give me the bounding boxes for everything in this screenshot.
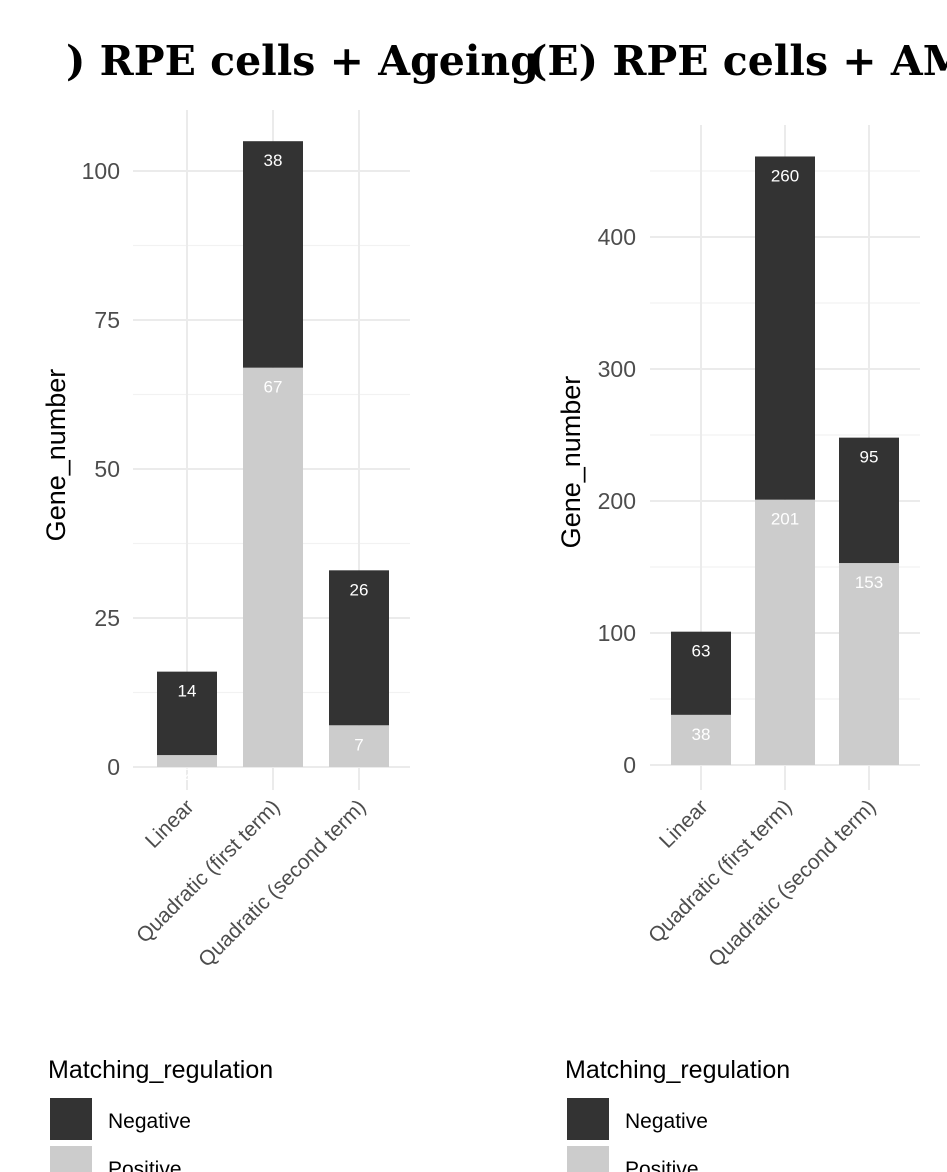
data-label: 14 [178,682,197,701]
bar-negative-2 [755,156,815,500]
x-tick-label: Quadratic (first term) [132,795,284,947]
data-label: 260 [771,166,799,185]
x-tick-label: Linear [141,795,199,853]
bar-positive-3 [329,725,389,767]
chart-panel-2: (E) RPE cells + AMD 0 100 200 300 400 Gene_num… [528,37,947,1172]
data-label: 153 [855,573,883,592]
legend-title: Matching_regulation [48,1056,273,1084]
legend-label: Negative [108,1110,191,1133]
bar-negative-3 [839,437,899,564]
data-label: 67 [264,378,283,397]
x-tick-label: Quadratic (first term) [644,795,796,947]
y-tick-label: 0 [107,754,120,780]
legend-key-negative [50,1098,92,1140]
bar-positive-3 [839,563,899,765]
data-label: 95 [860,448,879,467]
bar-positive-1 [671,714,731,765]
chart-panel-1: ) RPE cells + Ageing 0 25 50 75 100 Gene_numbe… [41,37,539,1172]
y-tick-label: 50 [94,456,120,482]
y-axis-label: Gene_number [41,369,71,542]
bar-negative-2 [243,141,303,368]
x-tick-label: Linear [655,795,713,853]
legend-label: Positive [108,1158,182,1172]
data-label: 7 [354,735,363,754]
legend-key-positive [567,1146,609,1172]
bar-negative-1 [157,671,217,756]
data-label: 26 [350,580,369,599]
data-label: 38 [692,725,711,744]
legend-title: Matching_regulation [565,1056,790,1084]
y-tick-label: 75 [94,307,120,333]
legend-label: Positive [625,1158,699,1172]
bar-negative-1 [671,631,731,715]
y-axis-label: Gene_number [556,376,586,549]
chart-title: ) RPE cells + Ageing [66,37,539,85]
y-tick-label: 100 [82,158,120,184]
x-tick-label: Quadratic (second term) [704,795,880,971]
data-label: 2 [182,765,191,784]
y-tick-label: 0 [623,752,636,778]
data-label: 63 [692,642,711,661]
data-label: 201 [771,510,799,529]
bar-positive-2 [755,499,815,765]
y-tick-label: 300 [598,356,636,382]
chart-title: (E) RPE cells + AMD [528,37,947,85]
legend-key-positive [50,1146,92,1172]
legend-key-negative [567,1098,609,1140]
legend-label: Negative [625,1110,708,1133]
bar-positive-1 [157,755,217,767]
data-label: 38 [264,151,283,170]
bar-negative-3 [329,570,389,726]
y-tick-label: 400 [598,224,636,250]
bar-positive-2 [243,367,303,767]
y-tick-label: 200 [598,488,636,514]
y-tick-label: 25 [94,605,120,631]
x-tick-label: Quadratic (second term) [194,795,370,971]
y-tick-label: 100 [598,620,636,646]
